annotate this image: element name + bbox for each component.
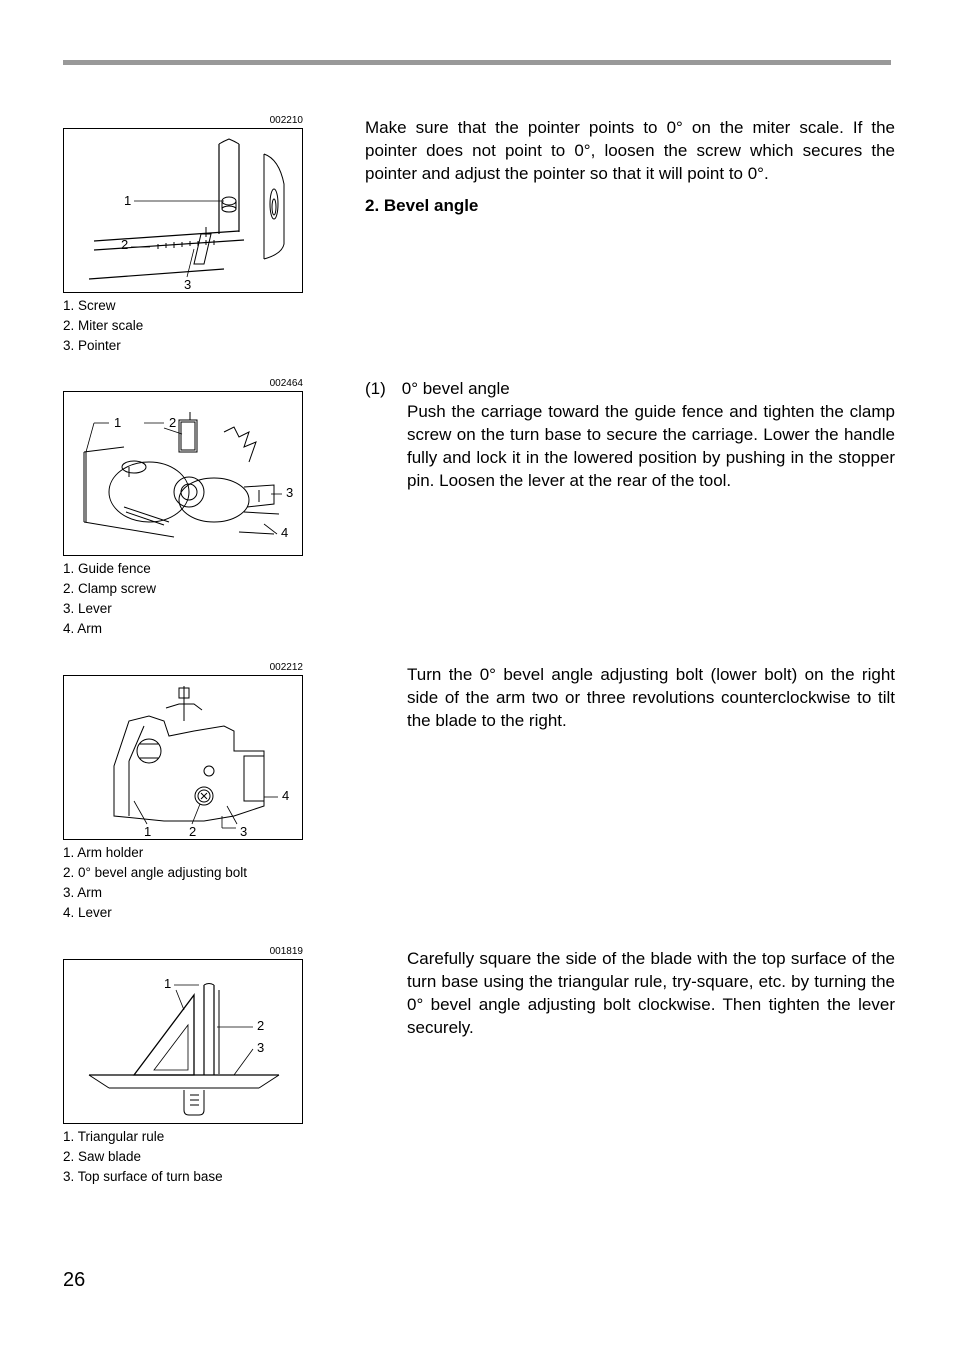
- svg-text:2: 2: [189, 824, 196, 839]
- legend-item: 3. Arm: [63, 884, 303, 903]
- svg-text:2: 2: [257, 1018, 264, 1033]
- legend-item: 2. Saw blade: [63, 1148, 303, 1167]
- figure-svg-002212: 1 2 3 4: [64, 676, 304, 841]
- body-text: Carefully square the side of the blade w…: [365, 948, 895, 1040]
- figure-box: 1 2 3: [63, 128, 303, 293]
- svg-text:1: 1: [114, 415, 121, 430]
- section-heading: 2. Bevel angle: [365, 196, 895, 216]
- legend-item: 3. Top surface of turn base: [63, 1168, 303, 1187]
- svg-text:1: 1: [164, 976, 171, 991]
- figure-svg-002464: 1 2 3 4: [64, 392, 304, 557]
- sub-heading-line: (1) 0° bevel angle: [365, 378, 895, 401]
- figure-legend: 1. Guide fence 2. Clamp screw 3. Lever 4…: [63, 560, 303, 639]
- figure-code: 001819: [63, 946, 303, 957]
- figure-block-4: 001819 1 2 3 1. Triangular rule: [63, 946, 303, 1188]
- svg-text:3: 3: [184, 277, 191, 292]
- svg-text:4: 4: [282, 788, 289, 803]
- body-text: Turn the 0° bevel angle adjusting bolt (…: [365, 664, 895, 733]
- legend-item: 1. Arm holder: [63, 844, 303, 863]
- svg-text:1: 1: [124, 193, 131, 208]
- svg-text:4: 4: [281, 525, 288, 540]
- figure-block-2: 002464 1 2: [63, 378, 303, 640]
- legend-item: 1. Screw: [63, 297, 303, 316]
- page-number: 26: [63, 1269, 85, 1292]
- svg-text:2: 2: [121, 237, 128, 252]
- sub-title: 0° bevel angle: [402, 379, 510, 398]
- legend-item: 2. Miter scale: [63, 317, 303, 336]
- figure-block-1: 002210 1: [63, 115, 303, 357]
- body-text: Make sure that the pointer points to 0° …: [365, 117, 895, 186]
- svg-text:2: 2: [169, 415, 176, 430]
- svg-text:3: 3: [257, 1040, 264, 1055]
- figure-legend: 1. Screw 2. Miter scale 3. Pointer: [63, 297, 303, 356]
- figure-box: 1 2 3 4: [63, 391, 303, 556]
- sub-number: (1): [365, 378, 397, 401]
- text-block-2: (1) 0° bevel angle Push the carriage tow…: [365, 378, 895, 493]
- svg-text:3: 3: [286, 485, 293, 500]
- legend-item: 2. 0° bevel angle adjusting bolt: [63, 864, 303, 883]
- legend-item: 1. Triangular rule: [63, 1128, 303, 1147]
- svg-text:3: 3: [240, 824, 247, 839]
- legend-item: 4. Arm: [63, 620, 303, 639]
- legend-item: 4. Lever: [63, 904, 303, 923]
- text-block-3: Turn the 0° bevel angle adjusting bolt (…: [365, 664, 895, 733]
- figure-box: 1 2 3: [63, 959, 303, 1124]
- figure-code: 002464: [63, 378, 303, 389]
- legend-item: 3. Lever: [63, 600, 303, 619]
- figure-block-3: 002212 1 2 3 4 1. Ar: [63, 662, 303, 924]
- figure-code: 002210: [63, 115, 303, 126]
- legend-item: 2. Clamp screw: [63, 580, 303, 599]
- body-text: Push the carriage toward the guide fence…: [365, 401, 895, 493]
- figure-code: 002212: [63, 662, 303, 673]
- figure-svg-002210: 1 2 3: [64, 129, 304, 294]
- figure-legend: 1. Triangular rule 2. Saw blade 3. Top s…: [63, 1128, 303, 1187]
- legend-item: 1. Guide fence: [63, 560, 303, 579]
- svg-text:1: 1: [144, 824, 151, 839]
- figure-legend: 1. Arm holder 2. 0° bevel angle adjustin…: [63, 844, 303, 923]
- text-block-4: Carefully square the side of the blade w…: [365, 948, 895, 1040]
- figure-svg-001819: 1 2 3: [64, 960, 304, 1125]
- text-block-1: Make sure that the pointer points to 0° …: [365, 117, 895, 216]
- figure-box: 1 2 3 4: [63, 675, 303, 840]
- header-rule: [63, 60, 891, 65]
- legend-item: 3. Pointer: [63, 337, 303, 356]
